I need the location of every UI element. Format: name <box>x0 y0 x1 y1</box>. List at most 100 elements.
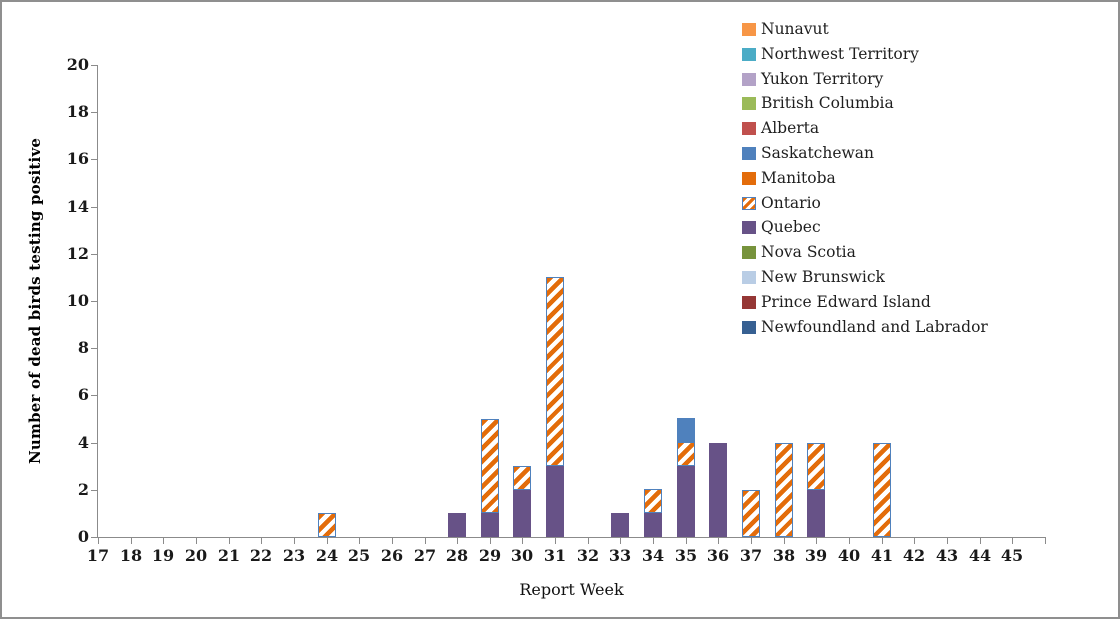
x-tick-mark <box>229 538 230 544</box>
x-tick-label: 19 <box>151 546 175 565</box>
x-tick-mark <box>1045 538 1046 544</box>
legend-label: Northwest Territory <box>761 45 919 63</box>
bar-segment-saskatchewan <box>677 418 695 442</box>
x-tick-label: 33 <box>608 546 632 565</box>
x-tick-label: 28 <box>445 546 469 565</box>
x-tick-label: 24 <box>315 546 339 565</box>
legend-label: Alberta <box>761 119 820 137</box>
legend-item: Quebec <box>742 217 821 237</box>
legend-item: Ontario <box>742 193 821 213</box>
x-tick-label: 42 <box>902 546 926 565</box>
legend-swatch <box>742 295 756 309</box>
legend-item: Northwest Territory <box>742 44 919 64</box>
y-tick-mark <box>91 65 97 66</box>
x-tick-mark <box>392 538 393 544</box>
y-tick-mark <box>91 348 97 349</box>
x-tick-label: 45 <box>1000 546 1024 565</box>
legend-label: New Brunswick <box>761 268 885 286</box>
y-tick-mark <box>91 207 97 208</box>
x-tick-mark <box>98 538 99 544</box>
bar-segment-quebec <box>481 513 499 537</box>
legend-swatch <box>742 146 756 160</box>
legend-item: Manitoba <box>742 168 836 188</box>
y-tick-label: 16 <box>66 149 89 168</box>
y-tick-label: 18 <box>66 102 89 121</box>
y-tick-mark <box>91 490 97 491</box>
x-tick-label: 32 <box>576 546 600 565</box>
y-axis-line <box>97 65 98 537</box>
bar-segment-ontario <box>513 466 531 490</box>
y-tick-mark <box>91 537 97 538</box>
x-tick-mark <box>490 538 491 544</box>
bar-segment-quebec <box>807 490 825 537</box>
x-tick-label: 26 <box>380 546 404 565</box>
x-tick-mark <box>816 538 817 544</box>
x-tick-label: 21 <box>217 546 241 565</box>
x-tick-mark <box>588 538 589 544</box>
bar-segment-ontario <box>807 443 825 490</box>
legend-swatch <box>742 196 756 210</box>
bar-segment-ontario <box>644 489 662 513</box>
y-tick-label: 8 <box>77 338 89 357</box>
x-tick-label: 18 <box>119 546 143 565</box>
legend-label: Prince Edward Island <box>761 293 931 311</box>
x-tick-label: 22 <box>249 546 273 565</box>
x-tick-mark <box>555 538 556 544</box>
bar-segment-ontario <box>481 419 499 513</box>
legend-swatch <box>742 245 756 259</box>
legend-label: Manitoba <box>761 169 836 187</box>
legend-item: British Columbia <box>742 93 894 113</box>
x-tick-mark <box>261 538 262 544</box>
legend-item: Prince Edward Island <box>742 292 931 312</box>
x-tick-mark <box>196 538 197 544</box>
x-tick-label: 17 <box>86 546 110 565</box>
y-tick-mark <box>91 301 97 302</box>
legend-label: Saskatchewan <box>761 144 875 162</box>
bar-segment-ontario <box>318 513 336 537</box>
y-tick-label: 2 <box>77 480 89 499</box>
y-tick-label: 6 <box>77 385 89 404</box>
x-tick-mark <box>131 538 132 544</box>
x-tick-label: 27 <box>413 546 437 565</box>
bar-segment-quebec <box>448 513 466 537</box>
y-tick-label: 14 <box>66 197 89 216</box>
x-tick-mark <box>686 538 687 544</box>
x-tick-mark <box>327 538 328 544</box>
x-tick-mark <box>1012 538 1013 544</box>
legend-label: Yukon Territory <box>761 70 884 88</box>
legend-swatch <box>742 270 756 284</box>
x-tick-mark <box>784 538 785 544</box>
bar-segment-ontario <box>546 277 564 466</box>
legend-swatch <box>742 220 756 234</box>
x-tick-mark <box>163 538 164 544</box>
x-tick-label: 23 <box>282 546 306 565</box>
bar-segment-ontario <box>775 443 793 537</box>
x-tick-mark <box>849 538 850 544</box>
legend-item: Saskatchewan <box>742 143 874 163</box>
bar-segment-ontario <box>677 442 695 466</box>
legend-item: Nova Scotia <box>742 242 856 262</box>
legend-item: Nunavut <box>742 19 829 39</box>
y-tick-mark <box>91 395 97 396</box>
x-tick-label: 35 <box>674 546 698 565</box>
y-tick-mark <box>91 443 97 444</box>
bar-segment-quebec <box>546 466 564 537</box>
legend-swatch <box>742 22 756 36</box>
legend-label: Quebec <box>761 218 821 236</box>
bar-segment-quebec <box>611 513 629 537</box>
bar-segment-quebec <box>644 513 662 537</box>
x-tick-label: 40 <box>837 546 861 565</box>
x-tick-label: 38 <box>772 546 796 565</box>
bar-segment-quebec <box>677 466 695 537</box>
legend-label: Nunavut <box>761 20 829 38</box>
x-tick-mark <box>294 538 295 544</box>
y-tick-mark <box>91 159 97 160</box>
x-tick-mark <box>653 538 654 544</box>
bar-segment-ontario <box>742 490 760 537</box>
x-tick-label: 44 <box>968 546 992 565</box>
x-tick-label: 25 <box>347 546 371 565</box>
legend-item: New Brunswick <box>742 267 885 287</box>
x-tick-mark <box>751 538 752 544</box>
y-tick-label: 10 <box>66 291 89 310</box>
legend-label: Ontario <box>761 194 821 212</box>
